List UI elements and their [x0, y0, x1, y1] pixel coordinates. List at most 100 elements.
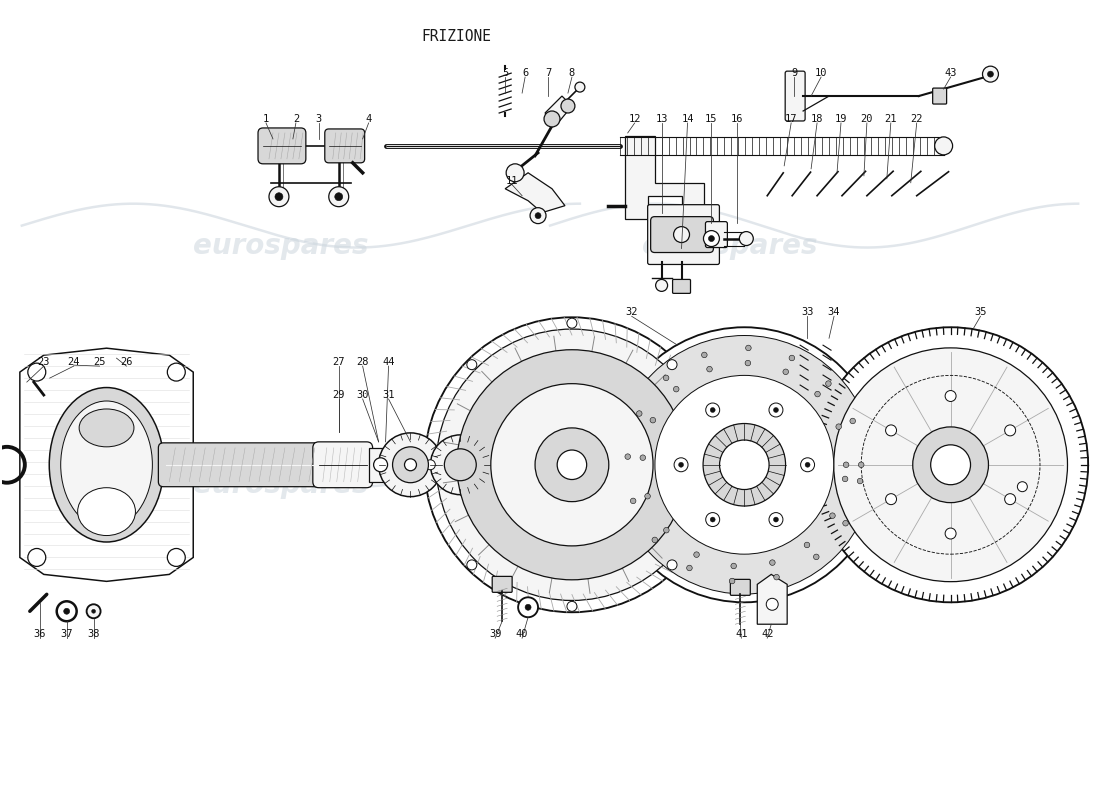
Ellipse shape: [78, 488, 135, 535]
Circle shape: [706, 513, 719, 526]
Text: 36: 36: [33, 629, 46, 639]
Text: 10: 10: [815, 68, 827, 78]
Text: 42: 42: [761, 629, 773, 639]
Circle shape: [843, 476, 848, 482]
Circle shape: [843, 521, 848, 526]
FancyBboxPatch shape: [258, 128, 306, 164]
Circle shape: [630, 498, 636, 504]
Circle shape: [719, 440, 769, 490]
Circle shape: [87, 604, 100, 618]
Polygon shape: [544, 96, 572, 123]
Text: 17: 17: [785, 114, 798, 124]
Circle shape: [746, 345, 751, 350]
Circle shape: [783, 369, 789, 374]
Circle shape: [805, 462, 810, 467]
Polygon shape: [368, 448, 396, 482]
Circle shape: [167, 549, 185, 566]
Polygon shape: [505, 173, 565, 213]
Circle shape: [789, 355, 794, 361]
Circle shape: [575, 82, 585, 92]
Circle shape: [673, 226, 690, 242]
Circle shape: [1018, 482, 1027, 492]
Circle shape: [393, 447, 428, 482]
Circle shape: [558, 450, 586, 479]
Text: 40: 40: [516, 629, 528, 639]
Circle shape: [535, 213, 541, 218]
Circle shape: [773, 574, 779, 580]
Circle shape: [645, 494, 650, 499]
Circle shape: [437, 329, 707, 601]
Text: 6: 6: [522, 68, 528, 78]
Text: 19: 19: [835, 114, 847, 124]
Text: 2: 2: [293, 114, 299, 124]
Ellipse shape: [60, 401, 153, 529]
Circle shape: [491, 384, 653, 546]
Circle shape: [844, 462, 849, 467]
Text: eurospares: eurospares: [592, 470, 768, 498]
Circle shape: [430, 435, 491, 494]
Circle shape: [813, 327, 1088, 602]
Circle shape: [706, 366, 713, 372]
Circle shape: [456, 350, 688, 580]
FancyBboxPatch shape: [730, 579, 750, 595]
Text: 27: 27: [332, 357, 345, 367]
Circle shape: [667, 560, 676, 570]
Circle shape: [745, 360, 750, 366]
Text: 24: 24: [67, 357, 80, 367]
Circle shape: [28, 363, 46, 381]
Circle shape: [1004, 425, 1015, 436]
Circle shape: [708, 460, 718, 470]
Text: 32: 32: [626, 307, 638, 318]
Circle shape: [773, 407, 779, 413]
Polygon shape: [625, 136, 704, 218]
FancyBboxPatch shape: [324, 129, 364, 163]
Text: 5: 5: [502, 68, 508, 78]
Circle shape: [988, 71, 993, 77]
Circle shape: [814, 554, 820, 560]
Ellipse shape: [50, 387, 164, 542]
Circle shape: [625, 454, 630, 459]
FancyBboxPatch shape: [312, 442, 373, 488]
Circle shape: [829, 513, 835, 518]
Text: FRIZIONE: FRIZIONE: [421, 30, 492, 44]
Text: 29: 29: [332, 390, 345, 400]
Circle shape: [57, 602, 77, 622]
Circle shape: [858, 462, 864, 467]
Circle shape: [426, 460, 436, 470]
Polygon shape: [757, 574, 788, 624]
Text: 30: 30: [356, 390, 369, 400]
Text: 31: 31: [383, 390, 395, 400]
Text: 25: 25: [94, 357, 106, 367]
Text: 13: 13: [656, 114, 668, 124]
Text: 43: 43: [945, 68, 957, 78]
FancyBboxPatch shape: [785, 71, 805, 121]
Circle shape: [773, 517, 779, 522]
Circle shape: [769, 513, 783, 526]
Circle shape: [729, 578, 735, 584]
Text: 20: 20: [860, 114, 873, 124]
Circle shape: [886, 494, 896, 505]
Circle shape: [982, 66, 999, 82]
Circle shape: [886, 425, 896, 436]
Circle shape: [706, 403, 719, 417]
Circle shape: [275, 193, 283, 201]
Circle shape: [702, 352, 707, 358]
Circle shape: [1004, 494, 1015, 505]
Circle shape: [637, 410, 642, 416]
Circle shape: [654, 375, 834, 554]
Circle shape: [466, 360, 476, 370]
Text: 12: 12: [628, 114, 641, 124]
Circle shape: [711, 407, 715, 413]
Text: 38: 38: [87, 629, 100, 639]
Text: eurospares: eurospares: [641, 231, 817, 259]
Circle shape: [711, 517, 715, 522]
Circle shape: [535, 428, 608, 502]
Circle shape: [935, 137, 953, 155]
Text: 4: 4: [365, 114, 372, 124]
Circle shape: [544, 111, 560, 127]
Text: 26: 26: [120, 357, 133, 367]
Circle shape: [561, 99, 575, 113]
Text: 39: 39: [488, 629, 502, 639]
Circle shape: [652, 537, 658, 542]
Circle shape: [374, 458, 387, 472]
